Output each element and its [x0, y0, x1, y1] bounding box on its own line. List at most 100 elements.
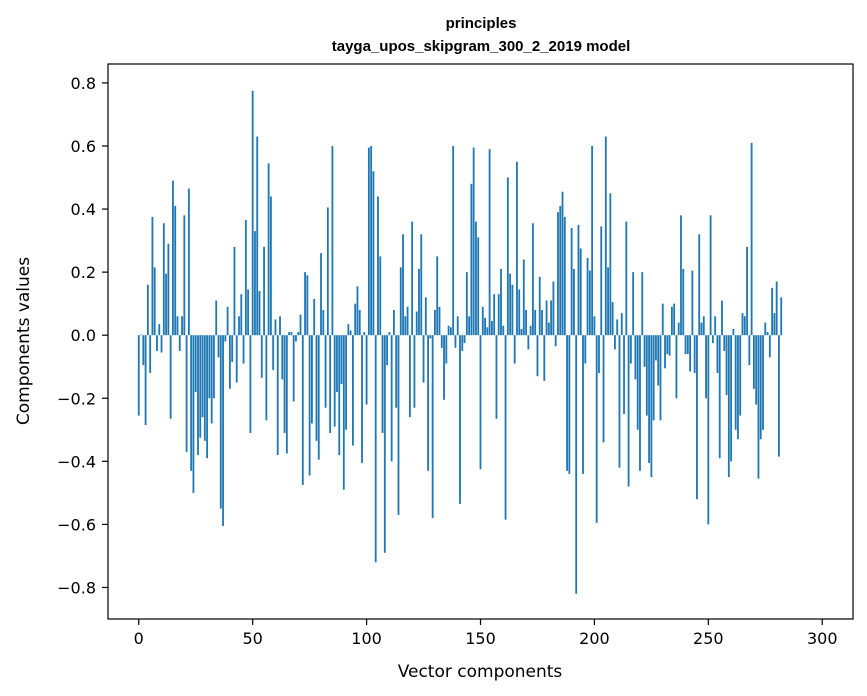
bar — [586, 257, 589, 336]
bar — [247, 289, 250, 336]
bar — [550, 300, 553, 336]
bar — [192, 335, 195, 493]
bar — [413, 335, 416, 408]
bar — [730, 335, 733, 462]
bar — [750, 142, 753, 336]
bar — [370, 145, 373, 336]
bar — [422, 335, 425, 383]
bar — [582, 335, 584, 474]
bar — [249, 335, 252, 433]
bar — [595, 335, 598, 523]
bar — [682, 268, 685, 336]
bar — [463, 335, 466, 344]
bar — [479, 335, 482, 470]
bar — [199, 335, 202, 438]
bar — [502, 325, 505, 336]
bar — [308, 335, 311, 476]
bar — [645, 335, 648, 416]
bar — [711, 335, 714, 344]
bar — [429, 335, 432, 339]
bar — [588, 270, 591, 336]
bar — [470, 183, 473, 336]
bar — [276, 335, 279, 456]
bar — [643, 335, 646, 367]
bar — [557, 212, 559, 336]
bar — [461, 335, 464, 351]
bar — [634, 335, 637, 380]
bar — [244, 220, 247, 336]
bar — [593, 316, 596, 336]
bar — [299, 314, 302, 336]
bar — [652, 335, 655, 421]
bar — [486, 327, 489, 336]
bar — [598, 335, 600, 374]
bar — [267, 163, 270, 336]
bar — [263, 246, 265, 336]
bar — [529, 325, 532, 336]
bar — [481, 306, 484, 336]
bar — [459, 335, 461, 504]
bar — [404, 316, 407, 336]
y-tick-label: −0.4 — [57, 452, 96, 471]
bar — [352, 335, 354, 446]
bar — [538, 276, 541, 336]
bar — [372, 171, 375, 336]
bar — [274, 319, 277, 336]
bar — [673, 303, 676, 336]
bar — [771, 287, 774, 336]
bar — [363, 332, 366, 336]
bar — [661, 303, 664, 336]
bar — [579, 248, 582, 336]
bar — [602, 335, 605, 443]
bar — [176, 316, 179, 336]
bar — [317, 335, 320, 460]
bar — [338, 335, 341, 456]
bar — [420, 234, 423, 336]
bar — [233, 246, 236, 336]
bar — [680, 215, 682, 336]
bar — [531, 223, 534, 336]
bar — [477, 237, 480, 336]
bar — [518, 289, 521, 336]
bar — [222, 335, 224, 526]
bar — [288, 332, 291, 336]
bar — [265, 335, 268, 421]
bar — [434, 309, 436, 336]
bar — [456, 316, 459, 336]
y-tick-label: 0.8 — [71, 74, 96, 93]
bar — [153, 267, 156, 336]
y-tick-label: 0.0 — [71, 326, 96, 345]
bar — [604, 136, 607, 336]
bar — [541, 309, 543, 336]
bar — [659, 335, 662, 421]
bar — [623, 335, 625, 415]
bar — [522, 259, 525, 336]
bar — [689, 335, 692, 372]
y-tick-label: 0.4 — [71, 200, 96, 219]
bar — [614, 335, 616, 350]
bar — [759, 335, 762, 440]
bar — [269, 196, 272, 336]
bar — [285, 335, 288, 454]
bar — [691, 270, 694, 336]
bar — [226, 306, 229, 336]
chart-title: principles — [446, 15, 517, 32]
bar — [406, 306, 409, 336]
bar — [379, 256, 382, 336]
bar — [618, 335, 621, 468]
bar — [670, 306, 673, 336]
bar — [707, 335, 710, 525]
bar — [169, 335, 172, 419]
bar — [764, 322, 767, 336]
bar — [418, 268, 420, 336]
bar — [506, 177, 509, 336]
bar — [727, 335, 730, 478]
bar — [292, 335, 295, 402]
bar — [306, 275, 309, 336]
bar — [203, 335, 206, 441]
bar — [201, 335, 204, 418]
bar — [607, 267, 609, 336]
bar — [224, 335, 227, 342]
bar — [561, 191, 564, 336]
bar — [655, 335, 657, 361]
